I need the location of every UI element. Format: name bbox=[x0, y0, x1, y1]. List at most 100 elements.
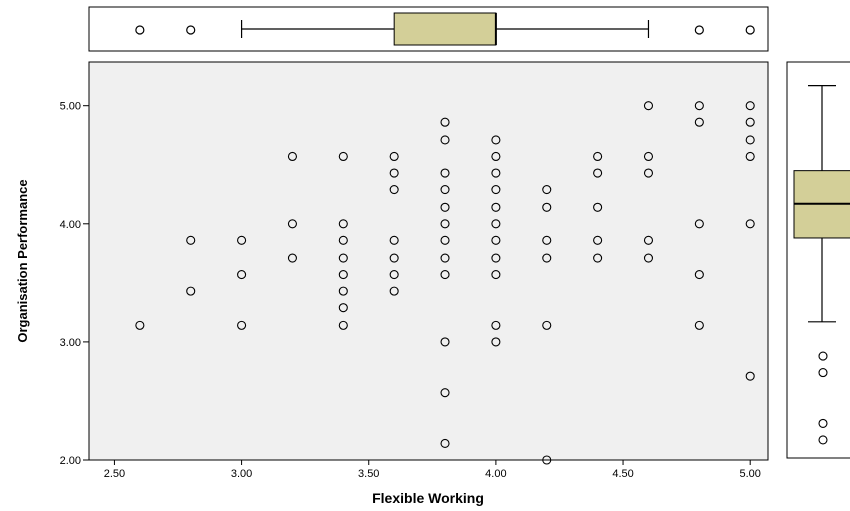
data-point bbox=[338, 270, 348, 280]
data-point bbox=[440, 117, 450, 127]
data-point bbox=[542, 320, 552, 330]
data-point bbox=[338, 253, 348, 263]
outlier-point bbox=[818, 418, 828, 428]
data-point bbox=[389, 235, 399, 245]
data-point bbox=[491, 219, 501, 229]
data-point bbox=[694, 219, 704, 229]
outlier-point bbox=[818, 351, 828, 361]
data-point bbox=[491, 202, 501, 212]
data-point bbox=[745, 101, 755, 111]
data-point bbox=[491, 168, 501, 178]
data-point bbox=[643, 253, 654, 263]
y-boxplot bbox=[793, 85, 850, 445]
x-tick-label: 3.50 bbox=[358, 468, 379, 480]
data-point bbox=[643, 235, 654, 245]
outlier-point bbox=[818, 435, 828, 445]
x-tick-label: 3.00 bbox=[231, 468, 252, 480]
data-point bbox=[542, 184, 552, 195]
data-point bbox=[338, 286, 348, 296]
x-axis-ticks: 2.50 3.00 3.50 4.00 4.50 5.00 bbox=[104, 460, 761, 480]
data-point bbox=[542, 202, 552, 212]
data-point bbox=[491, 253, 501, 263]
data-point bbox=[491, 235, 501, 245]
outlier-point bbox=[745, 25, 755, 35]
data-point bbox=[287, 151, 297, 162]
data-point bbox=[338, 151, 348, 162]
data-point bbox=[694, 117, 704, 127]
data-point bbox=[745, 219, 755, 229]
data-point bbox=[491, 270, 501, 280]
data-point bbox=[694, 101, 704, 111]
data-point bbox=[440, 235, 450, 245]
data-point bbox=[186, 235, 196, 245]
x-tick-label: 5.00 bbox=[739, 468, 760, 480]
data-point bbox=[643, 101, 654, 111]
y-axis-ticks: 2.00 3.00 4.00 5.00 bbox=[60, 101, 89, 467]
data-point bbox=[440, 388, 450, 398]
y-tick-label: 5.00 bbox=[60, 101, 81, 113]
outlier-point bbox=[135, 25, 145, 35]
data-point bbox=[237, 320, 247, 330]
data-point bbox=[440, 438, 450, 449]
data-point bbox=[694, 270, 704, 280]
data-point bbox=[593, 235, 603, 245]
data-point bbox=[542, 455, 552, 465]
x-boxplot bbox=[135, 12, 755, 46]
box bbox=[393, 12, 497, 46]
data-point bbox=[593, 168, 603, 178]
data-point bbox=[237, 235, 247, 245]
data-point bbox=[491, 320, 501, 330]
data-point bbox=[287, 219, 297, 229]
data-point bbox=[643, 168, 654, 178]
outlier-point bbox=[694, 25, 704, 35]
data-point bbox=[389, 270, 399, 280]
x-tick-label: 4.00 bbox=[485, 468, 506, 480]
outlier-point bbox=[818, 368, 828, 378]
data-point bbox=[389, 151, 399, 162]
x-axis-title: Flexible Working bbox=[372, 490, 484, 506]
scatter-points bbox=[135, 101, 755, 465]
data-point bbox=[389, 253, 399, 263]
right-boxplot-panel bbox=[786, 61, 850, 459]
y-tick-label: 4.00 bbox=[60, 219, 81, 231]
data-point bbox=[389, 168, 399, 178]
data-point bbox=[338, 320, 348, 330]
data-point bbox=[491, 337, 501, 347]
data-point bbox=[237, 270, 247, 280]
data-point bbox=[440, 184, 450, 195]
data-point bbox=[745, 371, 755, 381]
data-point bbox=[287, 253, 297, 263]
data-point bbox=[745, 151, 755, 162]
data-point bbox=[440, 219, 450, 229]
plot-area bbox=[88, 61, 769, 461]
data-point bbox=[338, 219, 348, 229]
data-point bbox=[491, 184, 501, 195]
data-point bbox=[338, 235, 348, 245]
data-point bbox=[593, 151, 603, 162]
data-point bbox=[440, 253, 450, 263]
data-point bbox=[491, 151, 501, 162]
data-point bbox=[440, 168, 450, 178]
x-tick-label: 4.50 bbox=[612, 468, 633, 480]
data-point bbox=[440, 337, 450, 347]
x-tick-label: 2.50 bbox=[104, 468, 125, 480]
y-axis-title: Organisation Performance bbox=[15, 179, 30, 342]
data-point bbox=[542, 235, 552, 245]
data-point bbox=[593, 253, 603, 263]
data-point bbox=[491, 135, 501, 145]
data-point bbox=[389, 184, 399, 195]
y-tick-label: 2.00 bbox=[60, 455, 81, 467]
y-tick-label: 3.00 bbox=[60, 337, 81, 349]
data-point bbox=[135, 320, 145, 330]
data-point bbox=[440, 202, 450, 212]
data-point bbox=[338, 303, 348, 313]
data-point bbox=[643, 151, 654, 162]
data-point bbox=[186, 286, 196, 296]
data-point bbox=[694, 320, 704, 330]
data-point bbox=[440, 135, 450, 145]
data-point bbox=[389, 286, 399, 296]
data-point bbox=[542, 253, 552, 263]
data-point bbox=[440, 270, 450, 280]
outlier-point bbox=[186, 25, 196, 35]
